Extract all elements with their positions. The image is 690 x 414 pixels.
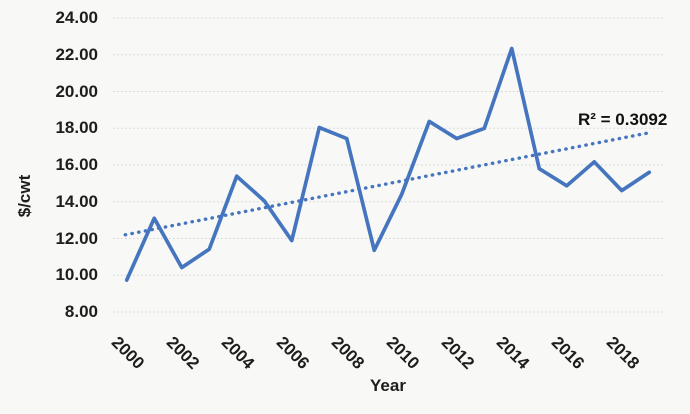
y-tick-label: 12.00 xyxy=(55,228,98,248)
y-tick-label: 18.00 xyxy=(55,118,98,138)
y-tick-label: 14.00 xyxy=(55,191,98,211)
y-tick-label: 8.00 xyxy=(64,302,98,321)
y-tick-label: 22.00 xyxy=(55,44,98,64)
y-tick-label: 20.00 xyxy=(55,81,98,101)
trendline xyxy=(123,131,651,237)
data-series-line xyxy=(124,46,652,282)
y-tick-label: 16.00 xyxy=(55,155,98,174)
x-axis-title: Year xyxy=(370,376,406,395)
y-tick-label: 24.00 xyxy=(55,8,98,27)
y-tick-label: 10.00 xyxy=(55,265,98,285)
y-axis-title: $/cwt xyxy=(15,174,34,218)
r-squared-annotation: R² = 0.3092 xyxy=(578,110,668,129)
